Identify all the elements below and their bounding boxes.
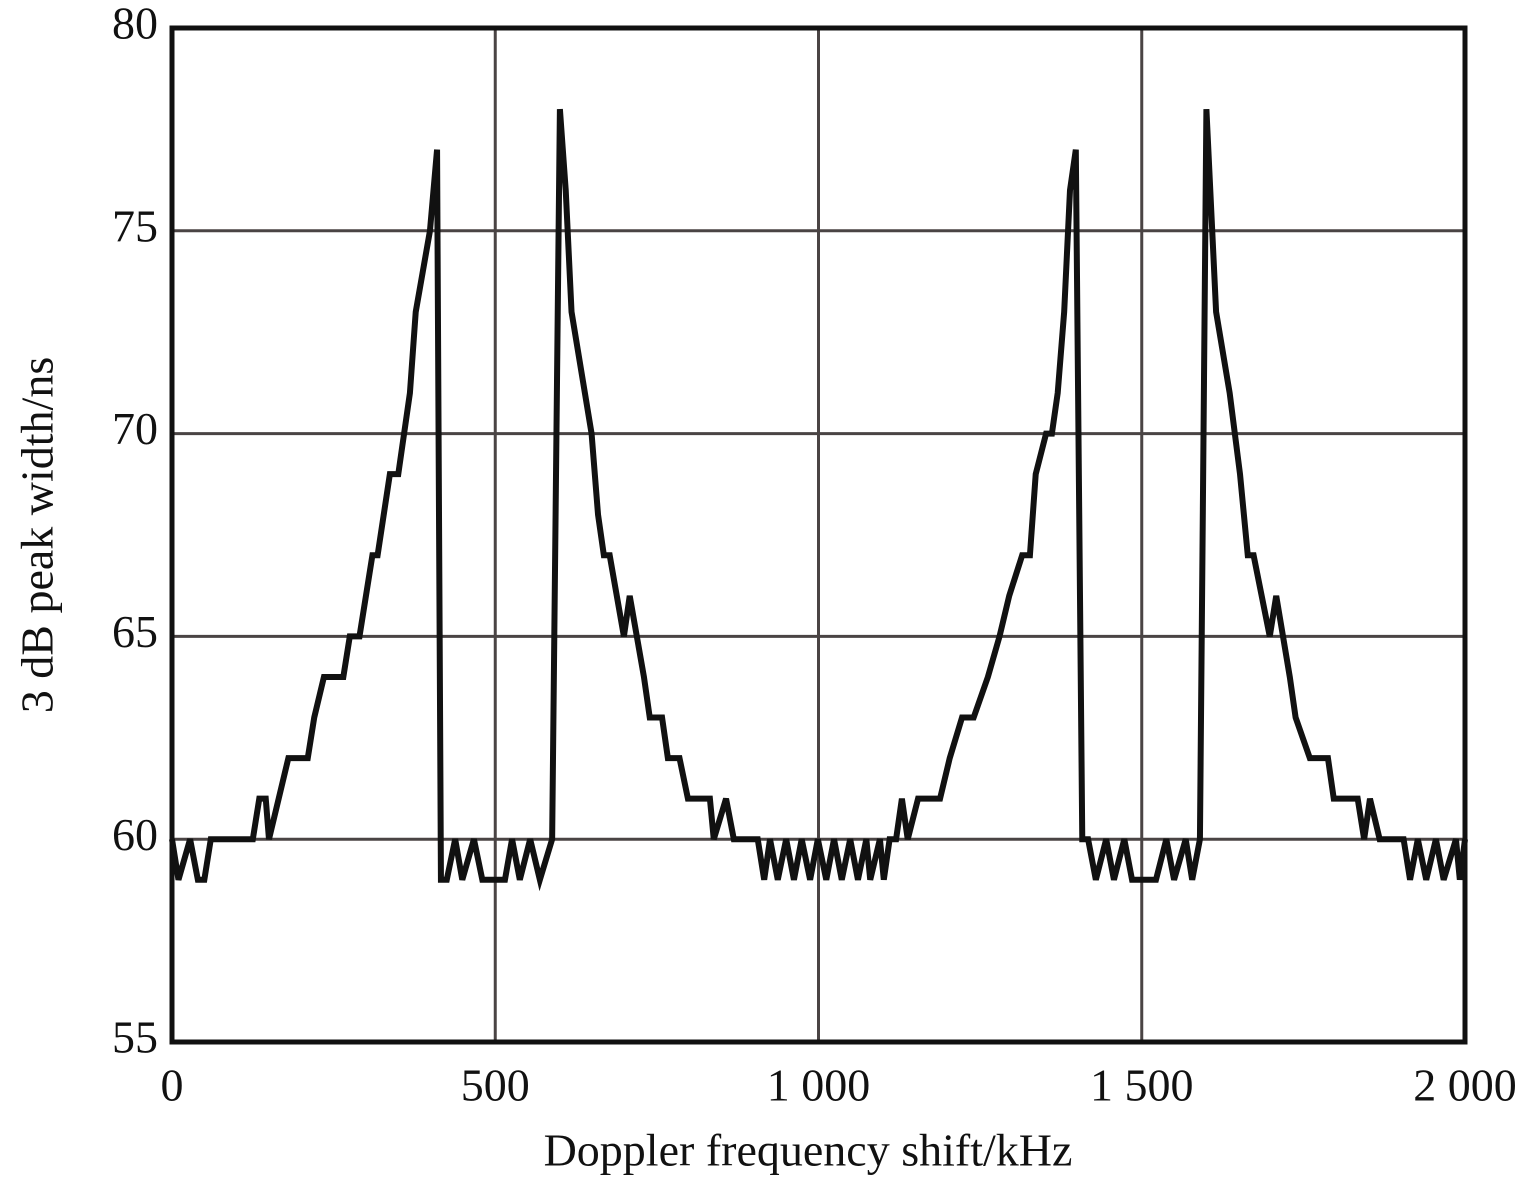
y-tick-label: 75 <box>112 200 158 251</box>
x-tick-label: 1 000 <box>767 1060 871 1111</box>
plot-frame <box>169 25 1468 1045</box>
x-tick-label: 0 <box>161 1060 184 1111</box>
x-tick-label: 1 500 <box>1090 1060 1194 1111</box>
y-tick-label: 55 <box>112 1012 158 1063</box>
data-line <box>169 108 1468 892</box>
x-axis-title: Doppler frequency shift/kHz <box>544 1125 1073 1176</box>
x-tick-label: 500 <box>461 1060 530 1111</box>
y-axis-title: 3 dB peak width/ns <box>12 357 63 713</box>
y-tick-label: 80 <box>112 0 158 49</box>
y-tick-label: 65 <box>112 606 158 657</box>
x-tick-label: 2 000 <box>1413 1060 1517 1111</box>
y-tick-label: 60 <box>112 809 158 860</box>
y-tick-label: 70 <box>112 403 158 454</box>
